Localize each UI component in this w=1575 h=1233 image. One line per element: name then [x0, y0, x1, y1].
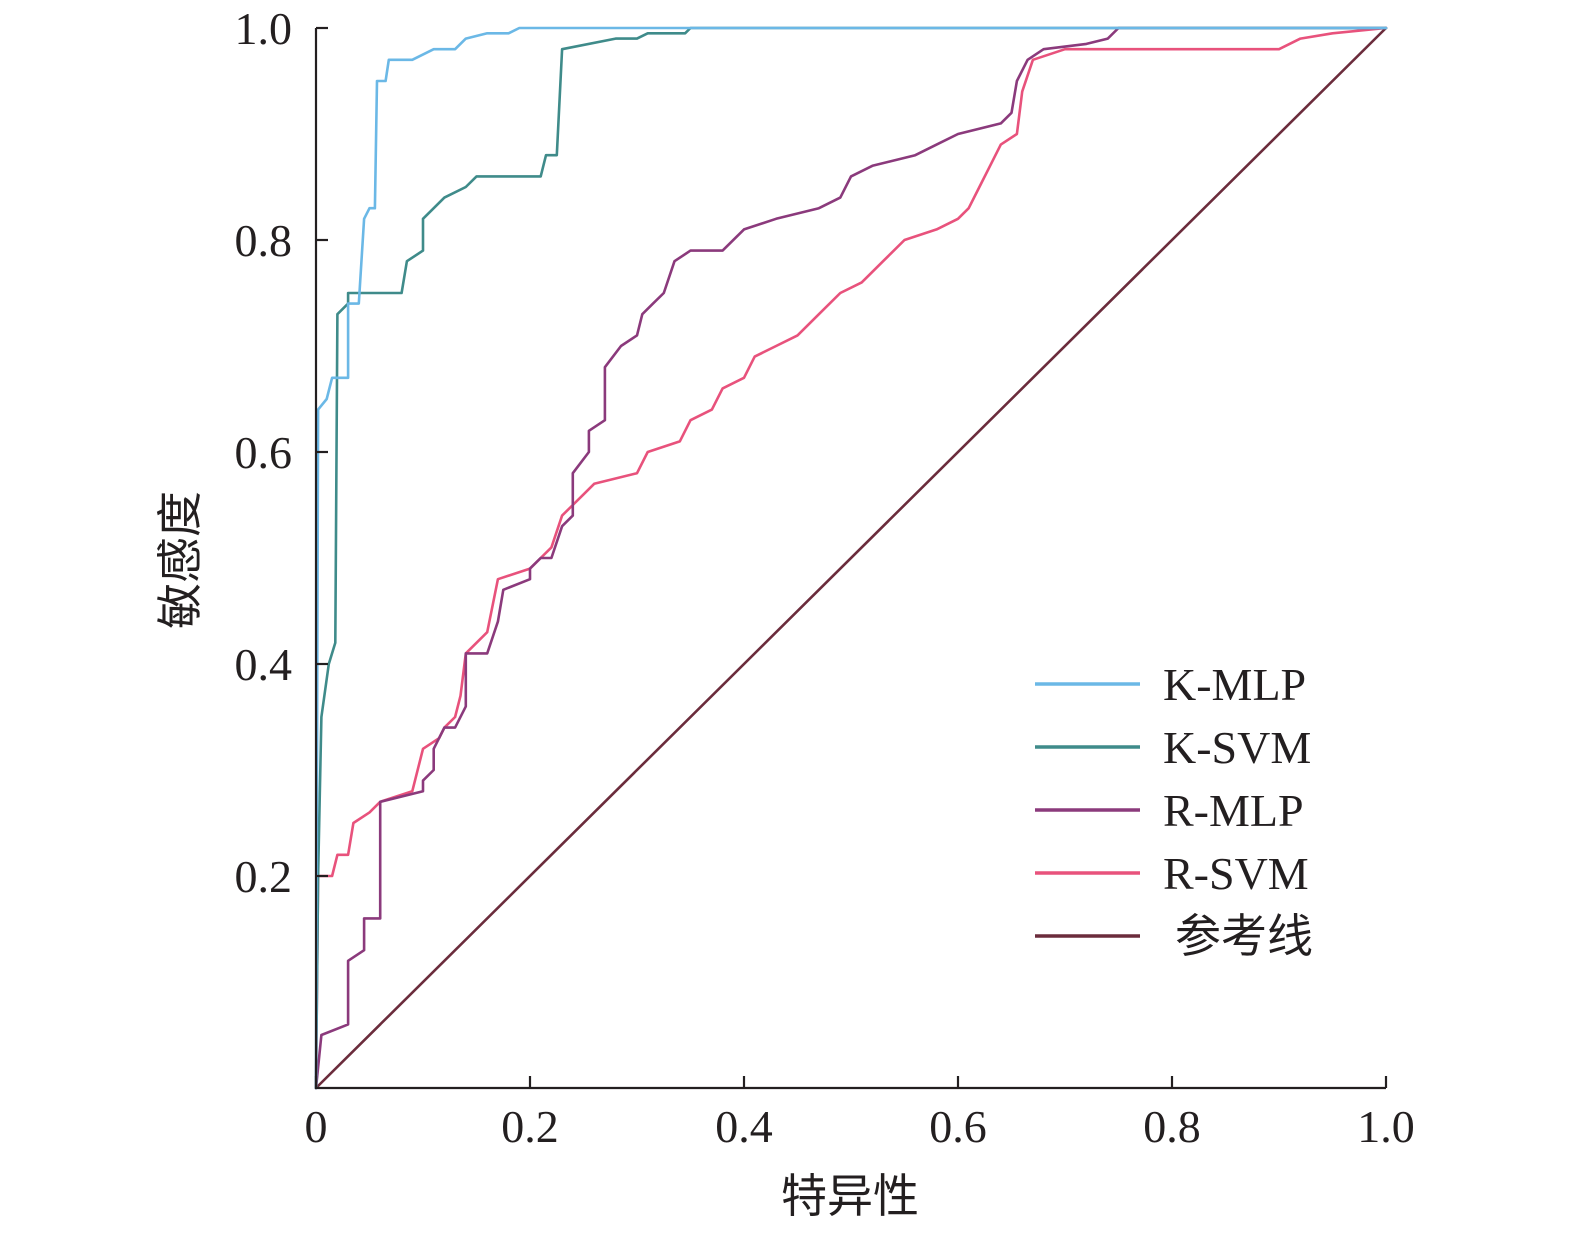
legend-item: 参考线: [1035, 909, 1313, 963]
legend-item: R-SVM: [1035, 848, 1309, 899]
x-tick-label: 0.6: [929, 1101, 987, 1152]
x-tick-label: 0.2: [501, 1101, 559, 1152]
series-line-2: [314, 26, 1388, 1090]
legend-label: K-SVM: [1163, 722, 1311, 773]
y-tick-label: 0.6: [235, 427, 293, 478]
series-line-4: [314, 26, 1388, 1090]
series-layer: [314, 26, 1388, 1090]
legend-label: 参考线: [1175, 909, 1313, 963]
x-axis-ticks: 0 0.2 0.4 0.6 0.8 1.0: [305, 1076, 1415, 1152]
y-tick-label: 0.2: [235, 851, 293, 902]
y-axis-title: 敏感度: [153, 491, 207, 629]
x-tick-label: 0.8: [1143, 1101, 1201, 1152]
x-axis-title: 特异性: [781, 1169, 919, 1223]
x-tick-label: 0: [305, 1101, 328, 1152]
x-tick-label: 1.0: [1357, 1101, 1415, 1152]
legend-item: K-SVM: [1035, 722, 1311, 773]
series-line-1: [314, 26, 1388, 1090]
y-tick-label: 1.0: [235, 3, 293, 54]
series-line-5: [314, 26, 1388, 1090]
x-tick-label: 0.4: [715, 1101, 773, 1152]
legend: K-MLP K-SVM R-MLP R-SVM 参考线: [1035, 659, 1313, 963]
legend-item: K-MLP: [1035, 659, 1306, 710]
y-axis-ticks: 0.2 0.4 0.6 0.8 1.0: [235, 3, 328, 902]
legend-label: K-MLP: [1163, 659, 1306, 710]
y-tick-label: 0.4: [235, 639, 293, 690]
legend-label: R-MLP: [1163, 785, 1304, 836]
series-line-3: [314, 26, 1388, 1090]
y-tick-label: 0.8: [235, 215, 293, 266]
legend-label: R-SVM: [1163, 848, 1309, 899]
legend-item: R-MLP: [1035, 785, 1304, 836]
